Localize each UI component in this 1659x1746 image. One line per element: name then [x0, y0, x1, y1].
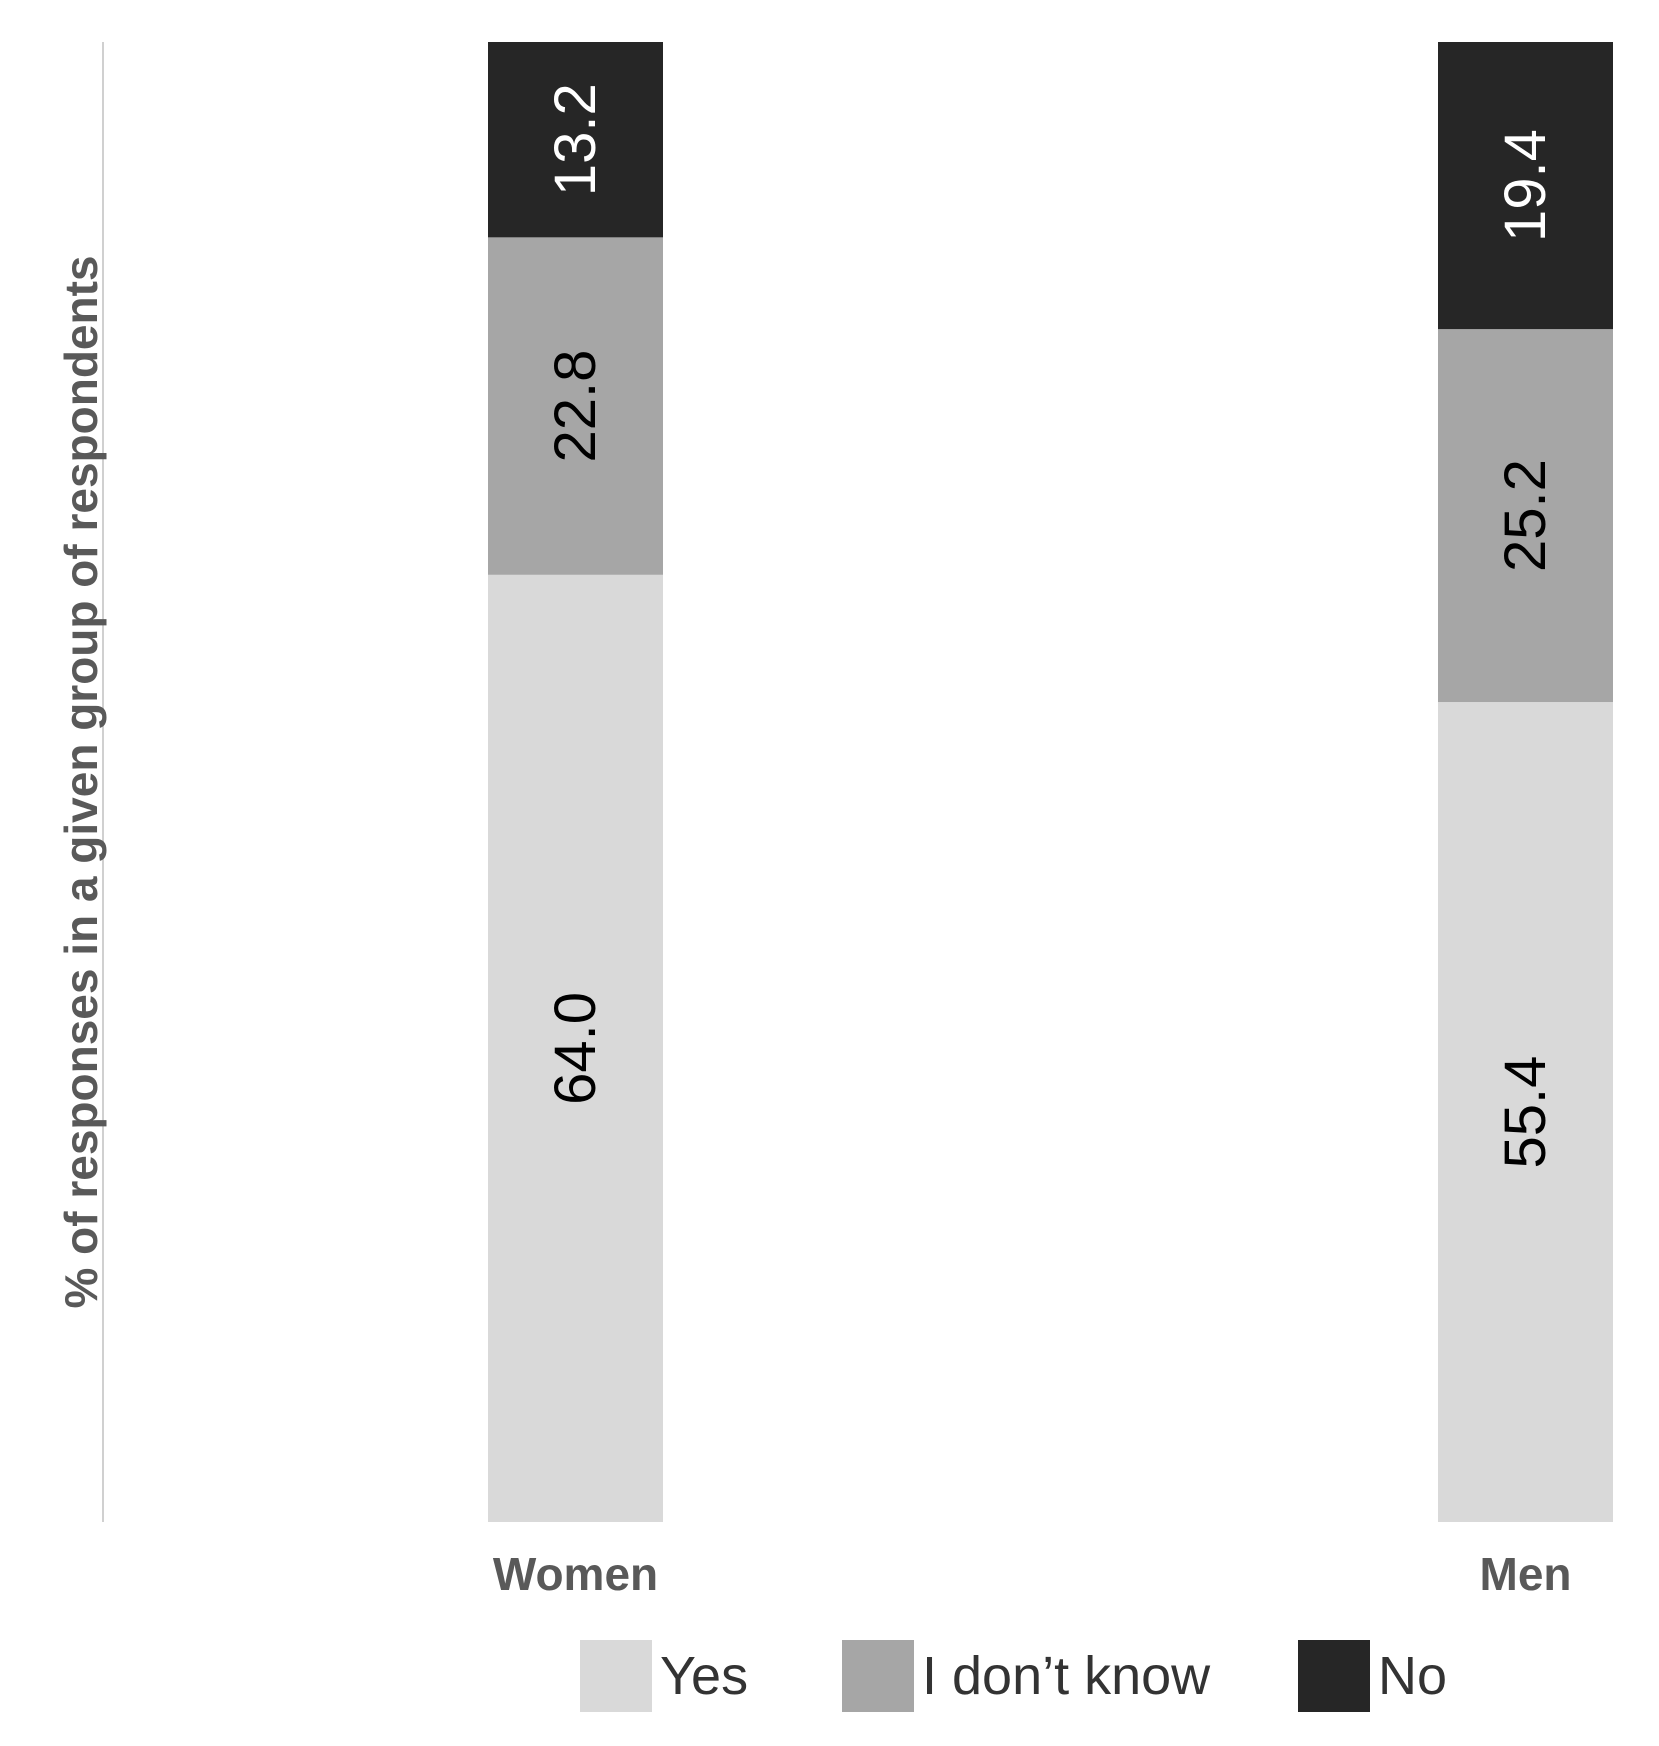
legend-label-yes: Yes — [660, 1646, 748, 1706]
legend-item-no: No — [1298, 1640, 1447, 1712]
bar-men-no — [1438, 42, 1613, 330]
value-label-men-yes: 55.4 — [1493, 1056, 1558, 1169]
legend-swatch-i-don-t-know — [842, 1640, 914, 1712]
legend: Yes I don’t know No — [580, 1640, 1447, 1712]
value-label-women-i-don-t-know: 22.8 — [543, 350, 608, 463]
y-axis-label: % of responses in a given group of respo… — [55, 255, 107, 1308]
value-label-women-yes: 64.0 — [543, 992, 608, 1105]
legend-item-yes: Yes — [580, 1640, 748, 1712]
bar-women-yes — [488, 574, 663, 1522]
bar-women-no — [488, 42, 663, 238]
legend-item-i-don-t-know: I don’t know — [842, 1640, 1211, 1712]
bar-men-yes — [1438, 702, 1613, 1522]
category-labels: Women Men — [493, 1548, 1572, 1600]
category-label-men: Men — [1480, 1548, 1572, 1600]
bar-women-i-don-t-know — [488, 237, 663, 575]
bars-layer: 64.0 22.8 13.2 55.4 25.2 19.4 — [488, 42, 1613, 1522]
legend-label-no: No — [1378, 1646, 1447, 1706]
legend-swatch-yes — [580, 1640, 652, 1712]
legend-swatch-no — [1298, 1640, 1370, 1712]
value-label-men-i-don-t-know: 25.2 — [1493, 459, 1558, 572]
bar-men-i-don-t-know — [1438, 329, 1613, 703]
legend-label-i-don-t-know: I don’t know — [922, 1646, 1211, 1706]
value-label-women-no: 13.2 — [543, 83, 608, 196]
value-label-men-no: 19.4 — [1493, 129, 1558, 242]
category-label-women: Women — [493, 1548, 658, 1600]
